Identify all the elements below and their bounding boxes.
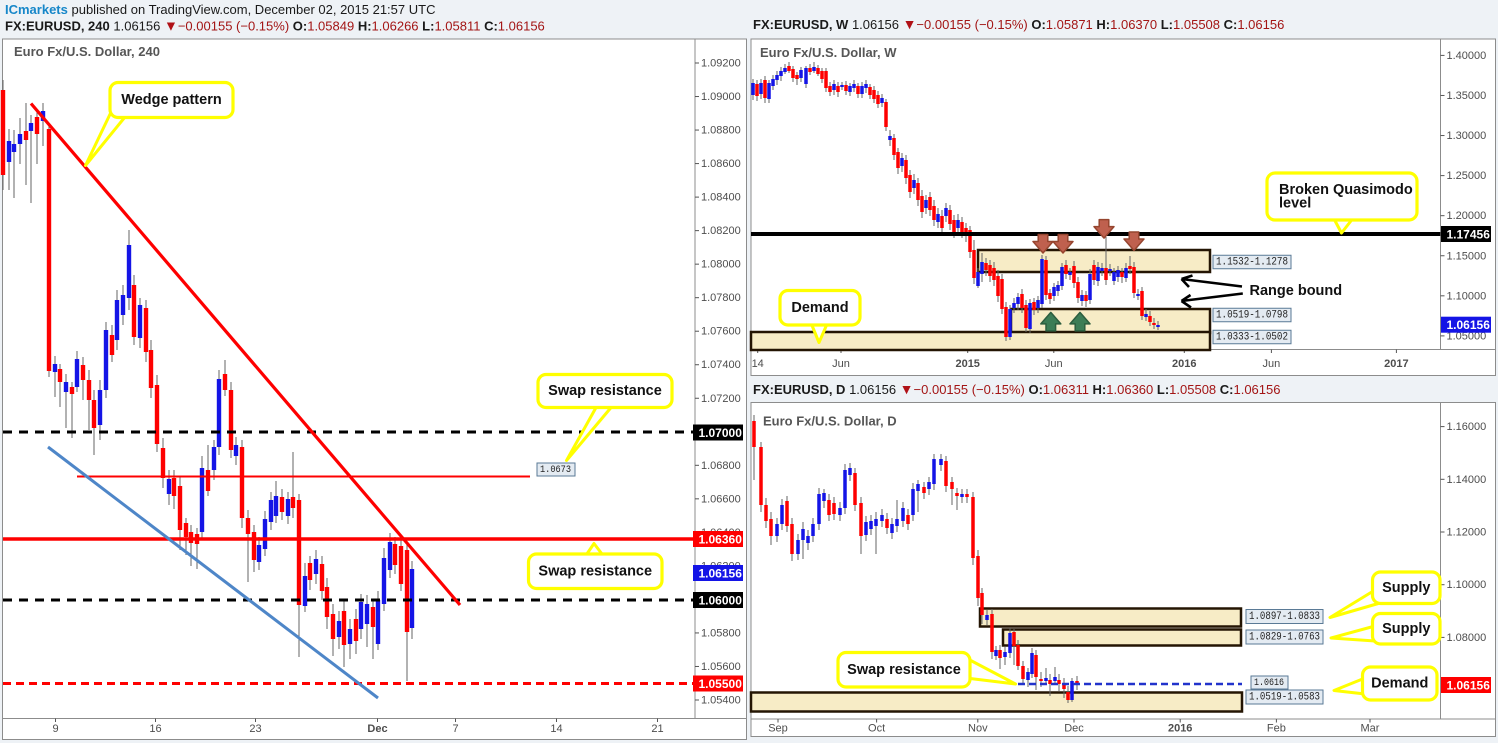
svg-text:1.09200: 1.09200 bbox=[701, 58, 741, 70]
svg-text:FX:EURUSD, W 1.06156 ▼−0.00155: FX:EURUSD, W 1.06156 ▼−0.00155 (−0.15%) … bbox=[753, 16, 1284, 32]
svg-text:1.17456: 1.17456 bbox=[1447, 228, 1491, 242]
svg-text:Euro Fx/U.S. Dollar, 240: Euro Fx/U.S. Dollar, 240 bbox=[14, 44, 160, 59]
svg-text:Mar: Mar bbox=[1361, 723, 1380, 735]
svg-text:Euro Fx/U.S. Dollar, W: Euro Fx/U.S. Dollar, W bbox=[760, 45, 897, 60]
svg-text:Broken Quasimodo: Broken Quasimodo bbox=[1279, 182, 1413, 198]
svg-text:14: 14 bbox=[550, 723, 562, 735]
svg-text:1.08200: 1.08200 bbox=[701, 225, 741, 237]
svg-text:1.06156: 1.06156 bbox=[1447, 318, 1491, 332]
svg-text:1.0829-1.0763: 1.0829-1.0763 bbox=[1249, 632, 1320, 644]
svg-text:1.35000: 1.35000 bbox=[1447, 90, 1487, 102]
svg-text:1.05400: 1.05400 bbox=[701, 694, 741, 706]
svg-text:1.0673: 1.0673 bbox=[540, 464, 571, 476]
svg-text:Dec: Dec bbox=[1064, 723, 1084, 735]
svg-text:1.30000: 1.30000 bbox=[1447, 130, 1487, 142]
svg-text:Jun: Jun bbox=[1045, 358, 1063, 370]
svg-text:1.20000: 1.20000 bbox=[1447, 210, 1487, 222]
svg-text:1.15000: 1.15000 bbox=[1447, 250, 1487, 262]
svg-text:ICmarkets published on Trading: ICmarkets published on TradingView.com, … bbox=[5, 2, 435, 17]
svg-text:Feb: Feb bbox=[1267, 723, 1286, 735]
svg-text:1.06360: 1.06360 bbox=[699, 533, 743, 547]
svg-text:1.0519-1.0798: 1.0519-1.0798 bbox=[1216, 310, 1288, 322]
svg-text:1.16000: 1.16000 bbox=[1447, 421, 1487, 433]
svg-text:Euro Fx/U.S. Dollar, D: Euro Fx/U.S. Dollar, D bbox=[763, 414, 897, 429]
svg-text:1.08400: 1.08400 bbox=[701, 192, 741, 204]
svg-text:Supply: Supply bbox=[1382, 580, 1430, 596]
svg-text:Demand: Demand bbox=[791, 300, 848, 316]
svg-text:1.05000: 1.05000 bbox=[1447, 330, 1487, 342]
svg-text:21: 21 bbox=[651, 723, 663, 735]
svg-text:Supply: Supply bbox=[1382, 621, 1430, 637]
svg-text:14: 14 bbox=[752, 358, 764, 370]
svg-text:1.07800: 1.07800 bbox=[701, 292, 741, 304]
svg-text:FX:EURUSD, 240 1.06156 ▼−0.001: FX:EURUSD, 240 1.06156 ▼−0.00155 (−0.15%… bbox=[5, 18, 545, 34]
svg-text:Sep: Sep bbox=[768, 723, 788, 735]
svg-text:Swap resistance: Swap resistance bbox=[548, 383, 662, 399]
svg-text:2015: 2015 bbox=[955, 358, 979, 370]
svg-text:1.05600: 1.05600 bbox=[701, 661, 741, 673]
svg-text:16: 16 bbox=[149, 723, 161, 735]
svg-text:1.0897-1.0833: 1.0897-1.0833 bbox=[1249, 611, 1320, 623]
svg-text:1.06600: 1.06600 bbox=[701, 493, 741, 505]
svg-text:1.40000: 1.40000 bbox=[1447, 50, 1487, 62]
svg-text:Dec: Dec bbox=[367, 723, 387, 735]
svg-text:1.05800: 1.05800 bbox=[701, 627, 741, 639]
svg-text:1.07400: 1.07400 bbox=[701, 359, 741, 371]
svg-text:1.06800: 1.06800 bbox=[701, 460, 741, 472]
svg-text:Swap resistance: Swap resistance bbox=[538, 563, 652, 579]
svg-text:1.0333-1.0502: 1.0333-1.0502 bbox=[1216, 332, 1288, 344]
svg-text:1.07000: 1.07000 bbox=[699, 426, 743, 440]
svg-text:1.06156: 1.06156 bbox=[699, 567, 743, 581]
svg-text:1.08800: 1.08800 bbox=[701, 125, 741, 137]
svg-text:1.08600: 1.08600 bbox=[701, 158, 741, 170]
svg-text:Wedge pattern: Wedge pattern bbox=[121, 92, 221, 108]
svg-text:1.07200: 1.07200 bbox=[701, 393, 741, 405]
svg-text:1.06156: 1.06156 bbox=[1447, 679, 1491, 693]
svg-text:1.08000: 1.08000 bbox=[1447, 632, 1487, 644]
svg-text:1.08000: 1.08000 bbox=[701, 259, 741, 271]
svg-text:Nov: Nov bbox=[968, 723, 988, 735]
svg-text:1.14000: 1.14000 bbox=[1447, 474, 1487, 486]
svg-text:1.09000: 1.09000 bbox=[701, 91, 741, 103]
svg-text:Jun: Jun bbox=[1263, 358, 1281, 370]
svg-text:2016: 2016 bbox=[1172, 358, 1196, 370]
svg-text:Swap resistance: Swap resistance bbox=[847, 662, 961, 678]
svg-text:1.06000: 1.06000 bbox=[699, 594, 743, 608]
svg-text:23: 23 bbox=[249, 723, 261, 735]
svg-text:1.0519-1.0583: 1.0519-1.0583 bbox=[1249, 692, 1320, 704]
svg-text:1.12000: 1.12000 bbox=[1447, 527, 1487, 539]
svg-text:2017: 2017 bbox=[1384, 358, 1408, 370]
svg-text:1.05500: 1.05500 bbox=[699, 677, 743, 691]
svg-text:level: level bbox=[1279, 196, 1311, 212]
svg-text:Oct: Oct bbox=[868, 723, 885, 735]
svg-text:Jun: Jun bbox=[832, 358, 850, 370]
svg-text:1.07600: 1.07600 bbox=[701, 326, 741, 338]
svg-text:2016: 2016 bbox=[1168, 723, 1192, 735]
svg-text:1.25000: 1.25000 bbox=[1447, 170, 1487, 182]
svg-text:Range bound: Range bound bbox=[1250, 283, 1343, 299]
svg-text:1.10000: 1.10000 bbox=[1447, 579, 1487, 591]
svg-text:Demand: Demand bbox=[1371, 676, 1428, 692]
svg-text:7: 7 bbox=[452, 723, 458, 735]
svg-text:9: 9 bbox=[52, 723, 58, 735]
svg-text:1.0616: 1.0616 bbox=[1254, 677, 1284, 689]
svg-text:FX:EURUSD, D 1.06156 ▼−0.00155: FX:EURUSD, D 1.06156 ▼−0.00155 (−0.15%) … bbox=[753, 381, 1280, 397]
svg-text:1.1532-1.1278: 1.1532-1.1278 bbox=[1216, 257, 1288, 269]
svg-text:1.10000: 1.10000 bbox=[1447, 290, 1487, 302]
